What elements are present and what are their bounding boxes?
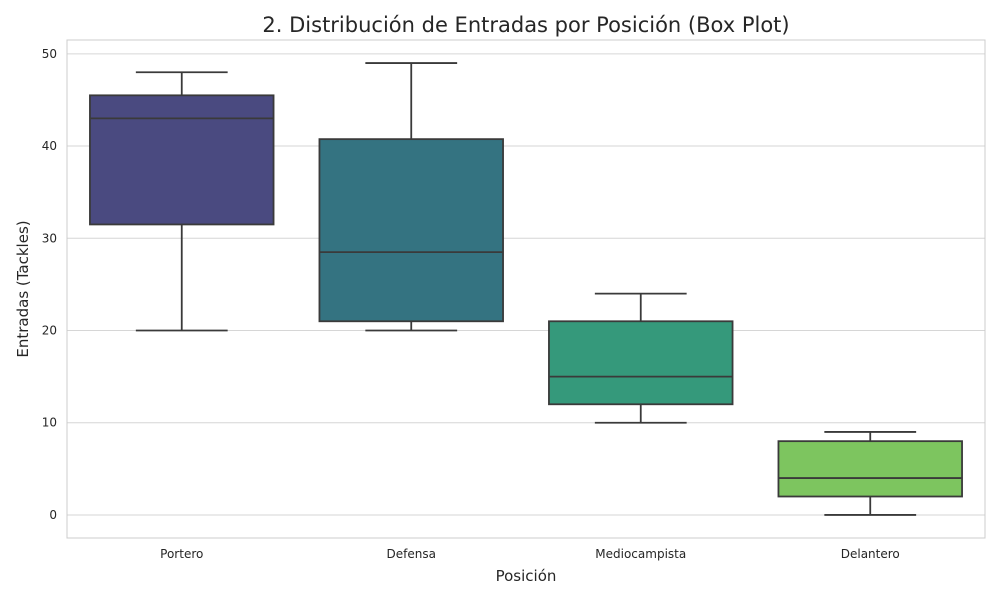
box-group-defensa [318, 62, 504, 332]
y-tick-label: 50 [42, 47, 57, 61]
y-tick-label: 10 [42, 416, 57, 430]
x-tick-labels: Portero Defensa Mediocampista Delantero [160, 547, 900, 561]
iqr-box [548, 320, 734, 406]
iqr-box [318, 138, 504, 323]
x-tick-label: Mediocampista [595, 547, 686, 561]
y-tick-label: 20 [42, 324, 57, 338]
x-tick-label: Delantero [841, 547, 900, 561]
box-group-portero [89, 71, 275, 332]
iqr-box [89, 94, 275, 226]
x-axis-label: Posición [496, 567, 557, 585]
y-tick-label: 40 [42, 139, 57, 153]
chart-title: 2. Distribución de Entradas por Posición… [262, 13, 789, 37]
box-group-mediocampista [548, 292, 734, 424]
plot-frame [66, 39, 986, 539]
y-tick-label: 30 [42, 231, 57, 245]
x-tick-label: Portero [160, 547, 203, 561]
box-group-delantero [777, 431, 963, 516]
x-tick-label: Defensa [387, 547, 436, 561]
y-axis-label: Entradas (Tackles) [14, 220, 32, 357]
y-tick-labels: 0 10 20 30 40 50 [42, 47, 57, 522]
y-tick-label: 0 [49, 508, 57, 522]
box-layer [89, 62, 963, 516]
iqr-box [777, 440, 963, 498]
